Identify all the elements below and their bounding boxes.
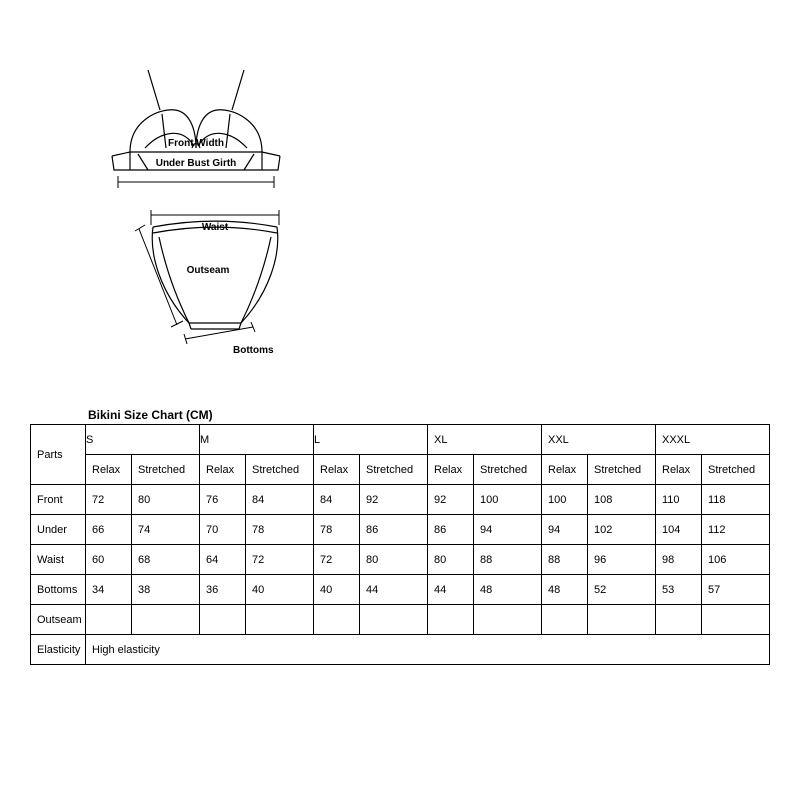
header-row-sizes: Parts S M L XL XXL XXXL: [31, 425, 770, 455]
elasticity-value: High elasticity: [86, 644, 160, 656]
page-root: Front Width Under Bust Girth: [0, 0, 800, 800]
table-row: Front 7280 7684 8492 92100 100108 110118: [31, 485, 770, 515]
sub-stretch-2: Stretched: [360, 464, 413, 476]
header-row-sub: Relax Stretched Relax Stretched Relax St…: [31, 455, 770, 485]
parts-header: Parts: [31, 449, 63, 461]
sub-stretch-5: Stretched: [702, 464, 755, 476]
sub-relax-5: Relax: [656, 464, 690, 476]
label-bottoms: Bottoms: [233, 345, 274, 356]
label-front-width: Front Width: [168, 138, 224, 149]
size-chart-table: Parts S M L XL XXL XXXL Relax Stretched …: [30, 424, 770, 665]
label-outseam: Outseam: [187, 265, 230, 276]
sub-stretch-4: Stretched: [588, 464, 641, 476]
row-label: Waist: [31, 554, 64, 566]
size-hdr-0: S: [86, 425, 200, 455]
bikini-diagram-svg: Front Width Under Bust Girth: [90, 70, 330, 390]
sub-relax-2: Relax: [314, 464, 348, 476]
elasticity-row: Elasticity High elasticity: [31, 635, 770, 665]
table-row: Outseam: [31, 605, 770, 635]
table-row: Waist 6068 6472 7280 8088 8896 98106: [31, 545, 770, 575]
label-under-bust-girth: Under Bust Girth: [156, 158, 237, 169]
bikini-diagram: Front Width Under Bust Girth: [90, 70, 350, 390]
size-hdr-3: XL: [428, 425, 542, 455]
table-row: Under 6674 7078 7886 8694 94102 104112: [31, 515, 770, 545]
size-hdr-1: M: [200, 425, 314, 455]
bra-outline: [112, 70, 280, 188]
size-chart-body: Front 7280 7684 8492 92100 100108 110118…: [31, 485, 770, 665]
table-row: Bottoms 3438 3640 4044 4448 4852 5357: [31, 575, 770, 605]
sub-stretch-3: Stretched: [474, 464, 527, 476]
row-label: Bottoms: [31, 584, 77, 596]
row-label: Under: [31, 524, 67, 536]
size-chart-title: Bikini Size Chart (CM): [88, 408, 213, 422]
size-hdr-2: L: [314, 425, 428, 455]
sub-relax-0: Relax: [86, 464, 120, 476]
sub-stretch-0: Stretched: [132, 464, 185, 476]
sub-stretch-1: Stretched: [246, 464, 299, 476]
sub-relax-3: Relax: [428, 464, 462, 476]
row-label: Front: [31, 494, 63, 506]
sub-relax-4: Relax: [542, 464, 576, 476]
sub-relax-1: Relax: [200, 464, 234, 476]
label-waist: Waist: [202, 222, 229, 233]
elasticity-label: Elasticity: [31, 644, 80, 656]
size-hdr-5: XXXL: [656, 425, 770, 455]
size-hdr-4: XXL: [542, 425, 656, 455]
row-label: Outseam: [31, 614, 82, 626]
